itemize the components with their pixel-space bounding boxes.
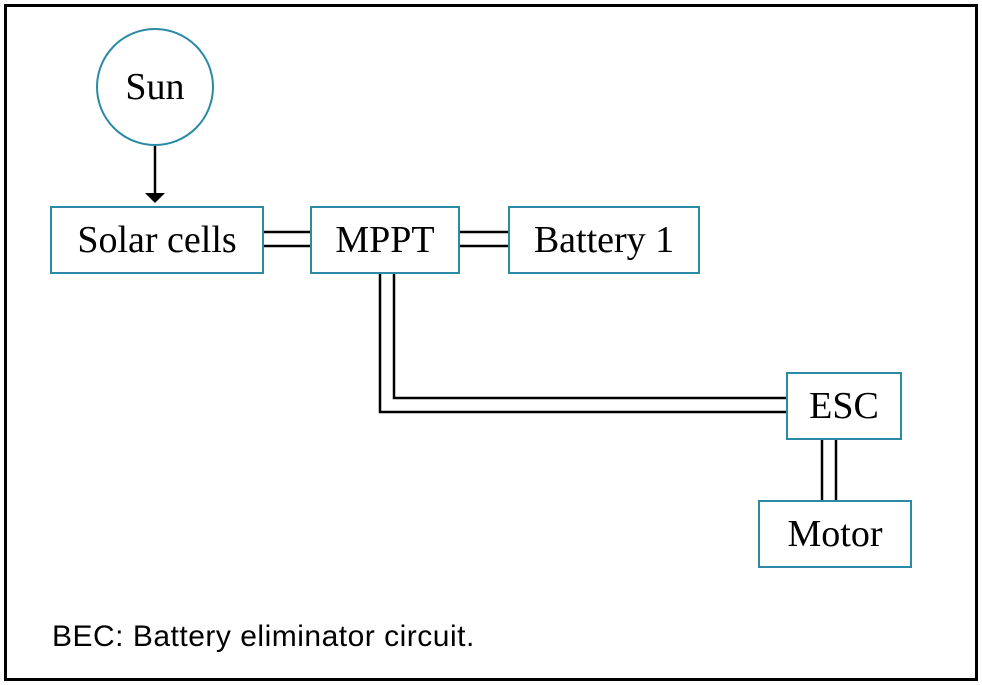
node-label-solar_cells: Solar cells bbox=[77, 221, 236, 259]
node-label-mppt: MPPT bbox=[335, 221, 434, 259]
node-sun: Sun bbox=[96, 28, 214, 146]
footnote-label: BEC: Battery eliminator circuit. bbox=[52, 620, 475, 653]
footnote-text: BEC: Battery eliminator circuit. bbox=[52, 620, 475, 654]
node-mppt: MPPT bbox=[310, 206, 460, 274]
node-esc: ESC bbox=[786, 372, 902, 440]
node-motor: Motor bbox=[758, 500, 912, 568]
node-label-esc: ESC bbox=[809, 387, 879, 425]
node-label-battery1: Battery 1 bbox=[534, 221, 674, 259]
node-battery1: Battery 1 bbox=[508, 206, 700, 274]
node-solar_cells: Solar cells bbox=[50, 206, 264, 274]
node-label-motor: Motor bbox=[788, 515, 883, 553]
node-label-sun: Sun bbox=[125, 68, 184, 106]
